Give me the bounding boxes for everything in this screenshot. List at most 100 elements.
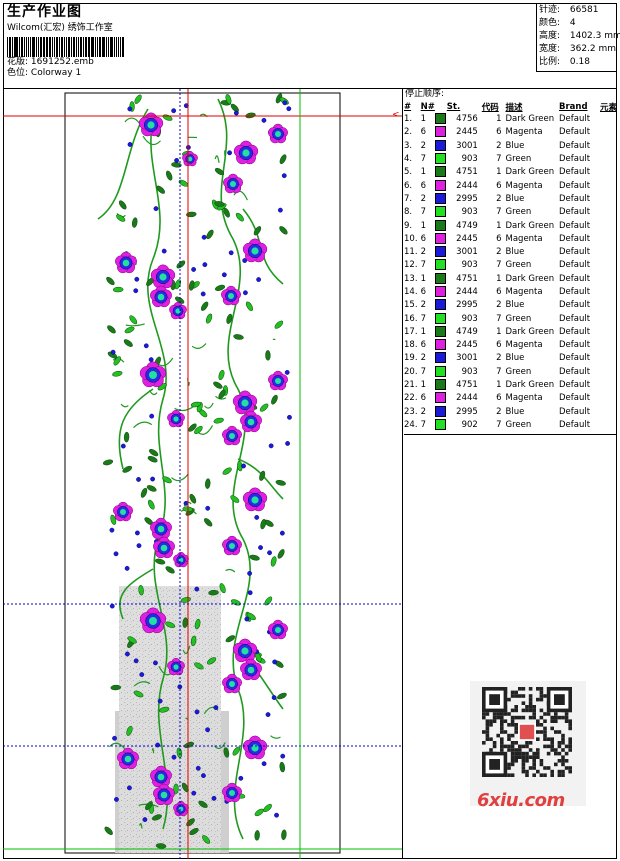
flower [222, 782, 242, 803]
row-index: 17. [404, 326, 418, 337]
row-element [600, 339, 617, 352]
blue-bud [171, 754, 177, 760]
row-description: Blue [505, 247, 525, 258]
leaf [126, 725, 133, 736]
flower [223, 173, 243, 194]
leaf [254, 808, 264, 817]
blue-bud [261, 117, 267, 123]
leaf [166, 170, 173, 181]
flower [232, 390, 258, 415]
flower [150, 765, 172, 788]
blue-bud [265, 712, 271, 718]
leaf [265, 350, 271, 361]
row-code: 1 [496, 273, 502, 284]
flower [240, 658, 262, 681]
blue-bud [136, 543, 142, 549]
blue-bud [174, 157, 180, 163]
blue-bud [142, 817, 148, 822]
blue-bud [155, 742, 161, 748]
table-row: 14. 6 2444 6 Magenta Default [404, 286, 617, 299]
row-element [600, 193, 617, 206]
col-swatch [435, 100, 447, 113]
row-brand: Default [558, 366, 591, 377]
leaf [275, 479, 286, 486]
row-stitches: 903 [461, 154, 478, 165]
blue-bud [241, 463, 246, 469]
table-row: 18. 6 2445 6 Magenta Default [404, 339, 617, 352]
blue-bud [157, 698, 163, 704]
blue-bud [280, 753, 286, 759]
qr-code-image [470, 681, 586, 806]
row-index: 11. [404, 247, 418, 258]
row-swatch [434, 379, 447, 392]
tendril [151, 747, 155, 754]
row-code: 1 [496, 114, 502, 125]
color-swatch [434, 286, 446, 297]
tendril [213, 742, 226, 750]
row-code: 6 [496, 233, 502, 244]
row-description: Blue [505, 353, 525, 364]
table-row: 1. 1 4756 1 Dark Green Default [404, 113, 617, 126]
leaf [279, 226, 288, 235]
row-code: 2 [496, 140, 502, 151]
blue-bud [284, 370, 290, 375]
watermark: 6xiu.com [477, 790, 565, 811]
row-code: 2 [496, 353, 502, 364]
leaf [203, 518, 213, 527]
row-index: 13. [404, 273, 418, 284]
blue-bud [205, 727, 211, 733]
header: 生产作业图 Wilcom(汇宏) 绣饰工作室 花版: 1691252.emb 色… [3, 3, 620, 89]
leaf [200, 301, 209, 311]
row-element [600, 312, 617, 325]
blue-bud [277, 207, 283, 213]
leaf [124, 326, 135, 334]
flower [113, 501, 133, 522]
row-element [600, 406, 617, 419]
row-brand: Default [558, 273, 591, 284]
row-index: 18. [404, 340, 418, 351]
tendril [142, 135, 161, 146]
blue-bud [109, 527, 115, 533]
flower [232, 638, 258, 663]
tendril [133, 421, 153, 429]
flower [222, 673, 242, 694]
row-needle: 1 [420, 114, 427, 125]
color-swatch [434, 312, 446, 324]
row-code: 6 [496, 287, 502, 297]
leaf [156, 185, 166, 194]
leaf [245, 112, 256, 119]
leaf [274, 320, 284, 329]
row-swatch [434, 418, 447, 432]
flower [242, 487, 268, 512]
blue-bud [200, 291, 206, 297]
flower [150, 285, 172, 308]
row-stitches: 903 [461, 260, 478, 271]
flower [139, 361, 167, 388]
blue-bud [287, 414, 292, 420]
row-needle: 6 [420, 287, 427, 297]
row-code: 7 [496, 419, 502, 430]
blue-bud [127, 785, 132, 791]
blue-bud [201, 773, 206, 779]
blue-bud [150, 476, 156, 482]
row-element [600, 126, 617, 139]
tendril [182, 645, 191, 655]
blue-bud [268, 443, 274, 449]
leaf [279, 761, 285, 773]
row-element [600, 366, 617, 379]
color-swatch [434, 113, 446, 125]
row-index: 22. [404, 393, 418, 404]
color-swatch [434, 192, 446, 204]
flower [222, 425, 242, 446]
row-code: 1 [496, 167, 502, 178]
row-description: Magenta [505, 233, 543, 244]
blue-bud [153, 660, 158, 666]
leaf [189, 827, 199, 836]
leaf [276, 692, 287, 700]
row-description: Green [505, 260, 532, 271]
table-row: 3. 2 3001 2 Blue Default [404, 139, 617, 153]
row-swatch [434, 179, 447, 192]
tendril [214, 155, 220, 164]
color-swatch [434, 272, 446, 284]
row-index: 14. [404, 287, 418, 297]
